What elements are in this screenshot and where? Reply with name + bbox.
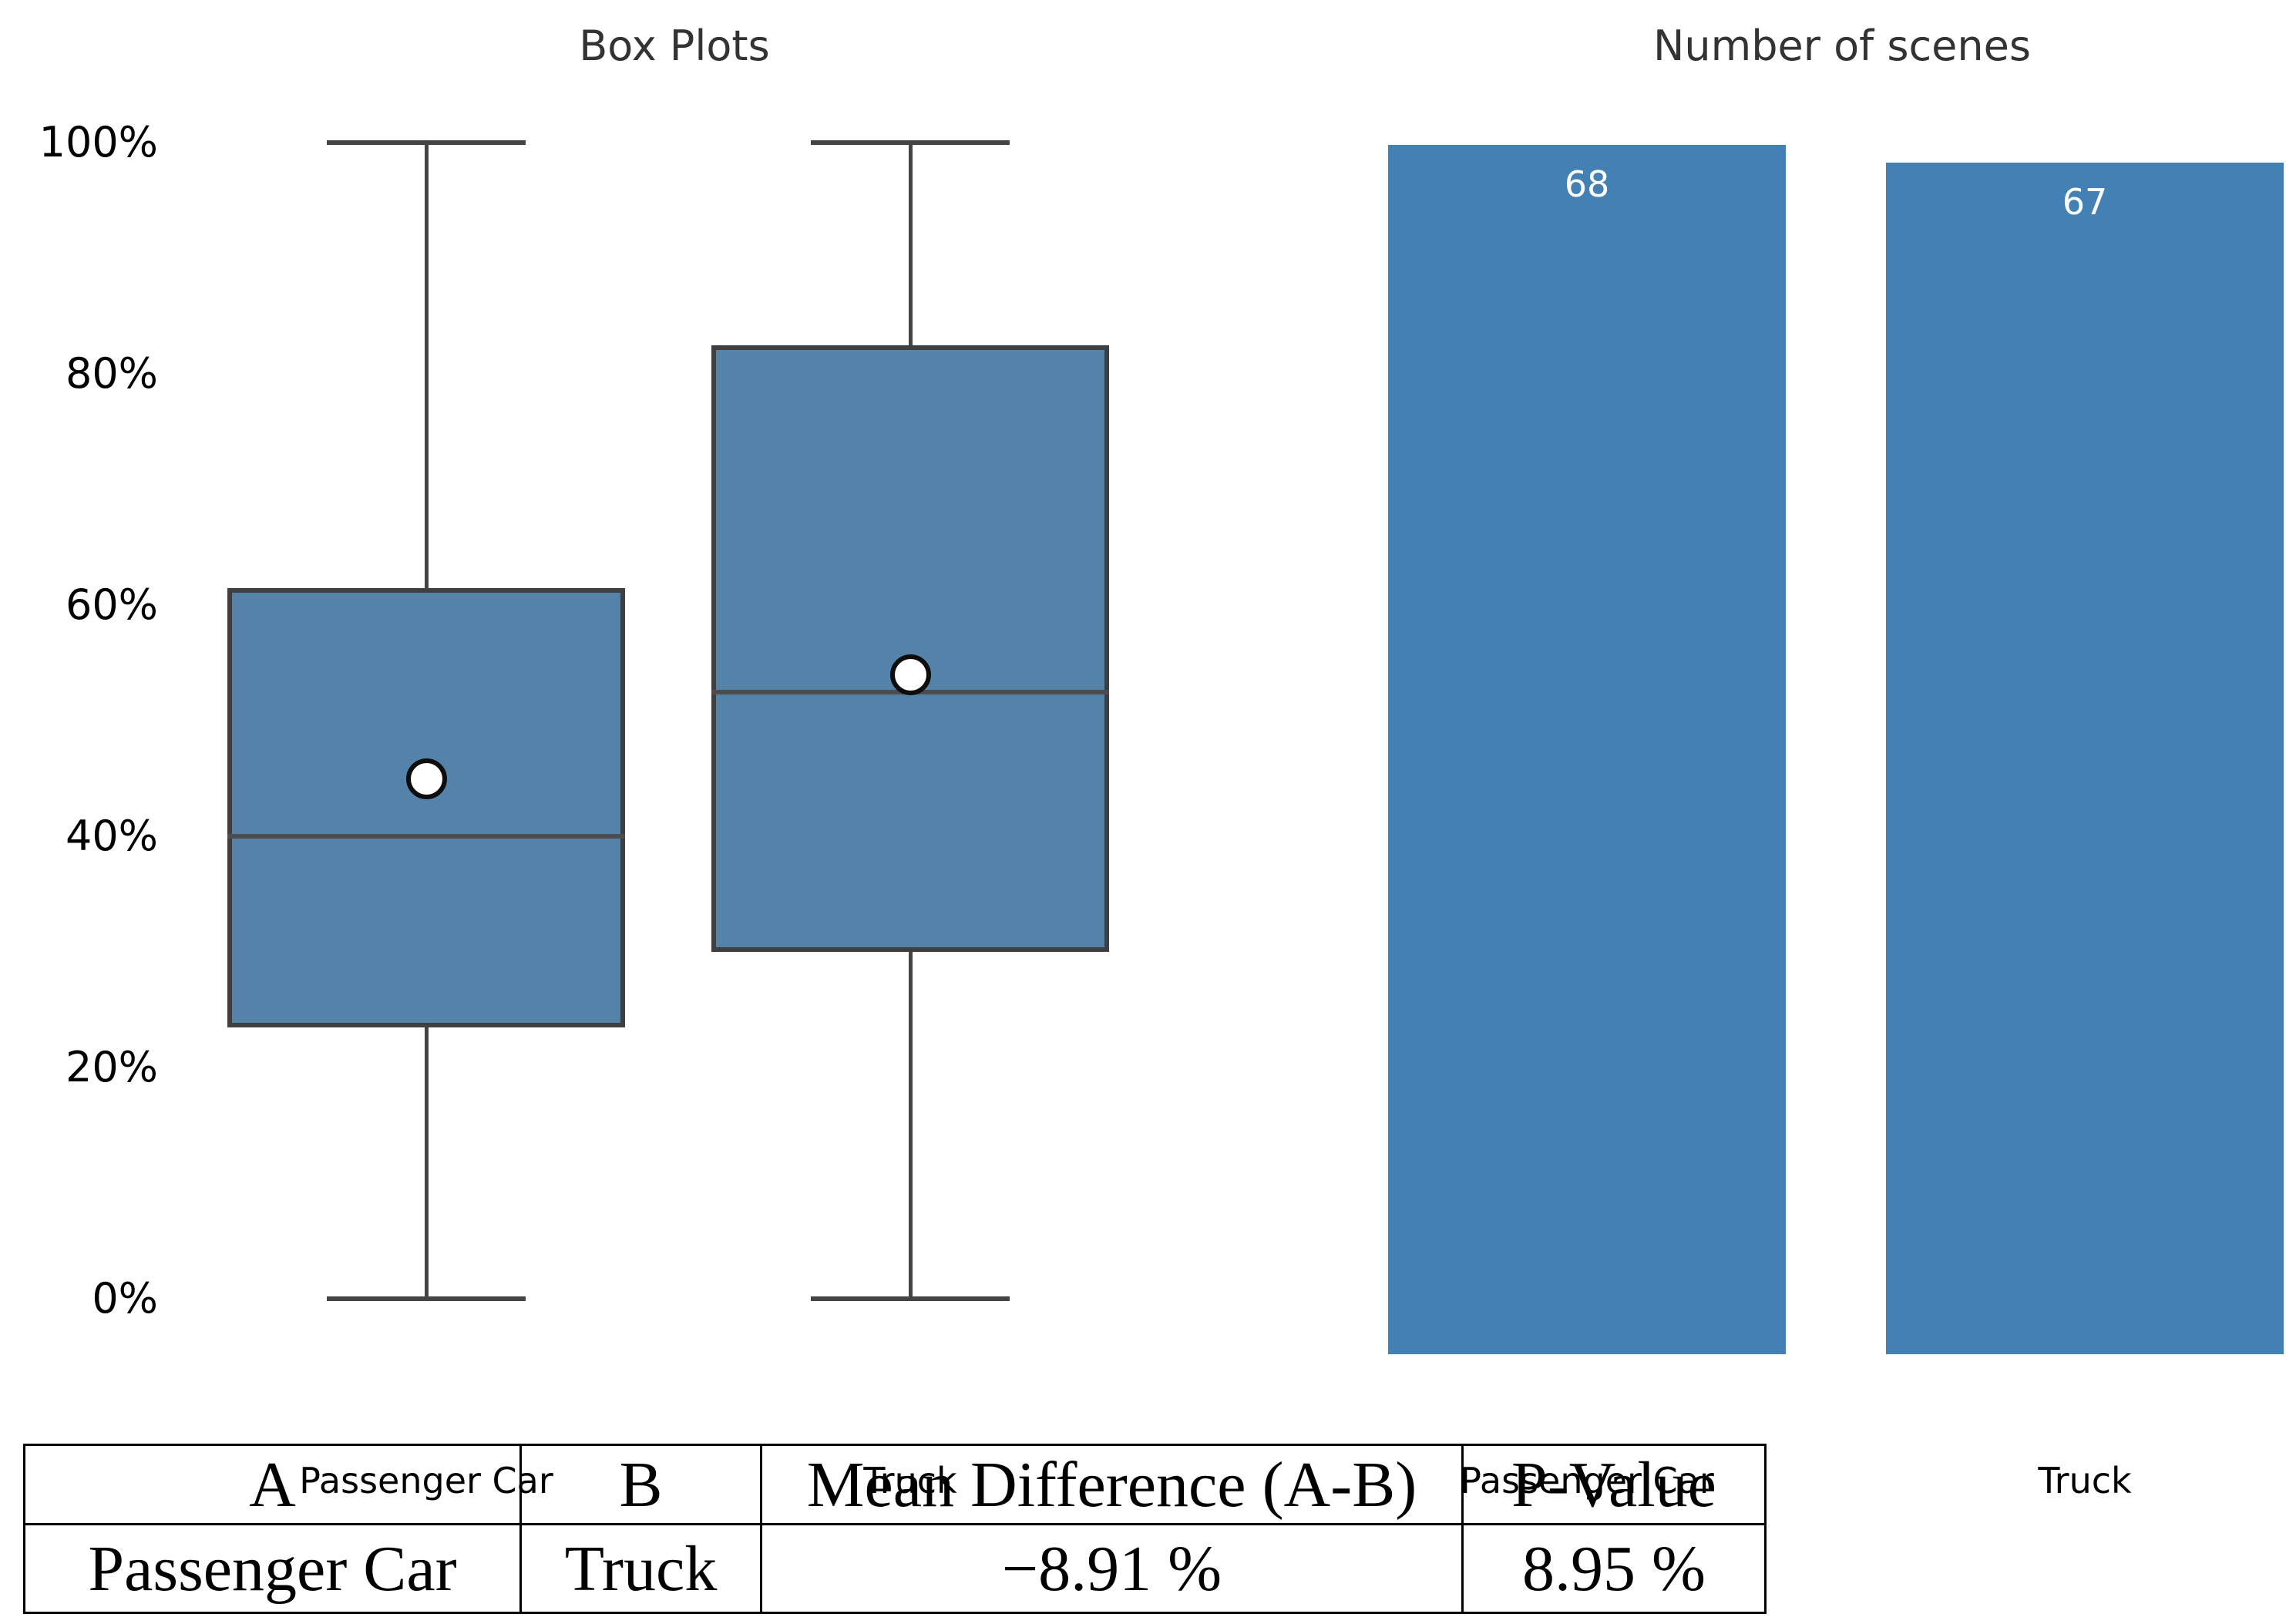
whisker-cap-bottom bbox=[327, 1296, 526, 1301]
stats-table: A B Mean Difference (A-B) P-Value Passenger… bbox=[23, 1444, 1767, 1614]
table-cell: 8.95 % bbox=[1461, 1523, 1767, 1614]
table-cell: Passenger Car bbox=[23, 1523, 522, 1614]
table-row: Passenger Car Truck −8.91 % 8.95 % bbox=[23, 1523, 1767, 1614]
bar-value-label: 68 bbox=[1564, 163, 1610, 205]
y-tick-label: 40% bbox=[65, 812, 158, 860]
table-cell: Truck bbox=[519, 1523, 762, 1614]
table-header-cell: B bbox=[519, 1444, 762, 1525]
median-line bbox=[227, 834, 625, 839]
bar-panel-title: Number of scenes bbox=[1653, 22, 2031, 70]
table-header-cell: Mean Difference (A-B) bbox=[760, 1444, 1464, 1525]
y-tick-label: 0% bbox=[92, 1274, 158, 1323]
table-cell: −8.91 % bbox=[760, 1523, 1464, 1614]
table-header-cell: P-Value bbox=[1461, 1444, 1767, 1525]
bar-passenger-car bbox=[1388, 145, 1786, 1354]
y-tick-label: 100% bbox=[39, 118, 158, 166]
stats-table-header: A B Mean Difference (A-B) P-Value bbox=[23, 1444, 1767, 1525]
y-tick-label: 20% bbox=[65, 1043, 158, 1091]
whisker-cap-top bbox=[327, 140, 526, 145]
boxplot-panel-title: Box Plots bbox=[579, 22, 770, 70]
y-tick-label: 60% bbox=[65, 580, 158, 629]
mean-marker bbox=[405, 758, 447, 799]
bar-x-label-truck: Truck bbox=[2038, 1460, 2132, 1501]
mean-marker bbox=[889, 654, 931, 695]
y-tick-label: 80% bbox=[65, 349, 158, 398]
bar-value-label: 67 bbox=[2062, 181, 2108, 224]
whisker-cap-bottom bbox=[811, 1296, 1010, 1301]
iqr-box bbox=[227, 587, 625, 1027]
bar-truck bbox=[1886, 163, 2284, 1354]
table-header-row: A B Mean Difference (A-B) P-Value bbox=[23, 1444, 1767, 1525]
whisker-cap-top bbox=[811, 140, 1010, 145]
table-header-cell: A bbox=[23, 1444, 522, 1525]
stats-table-body: Passenger Car Truck −8.91 % 8.95 % bbox=[23, 1523, 1767, 1614]
iqr-box bbox=[711, 345, 1109, 952]
